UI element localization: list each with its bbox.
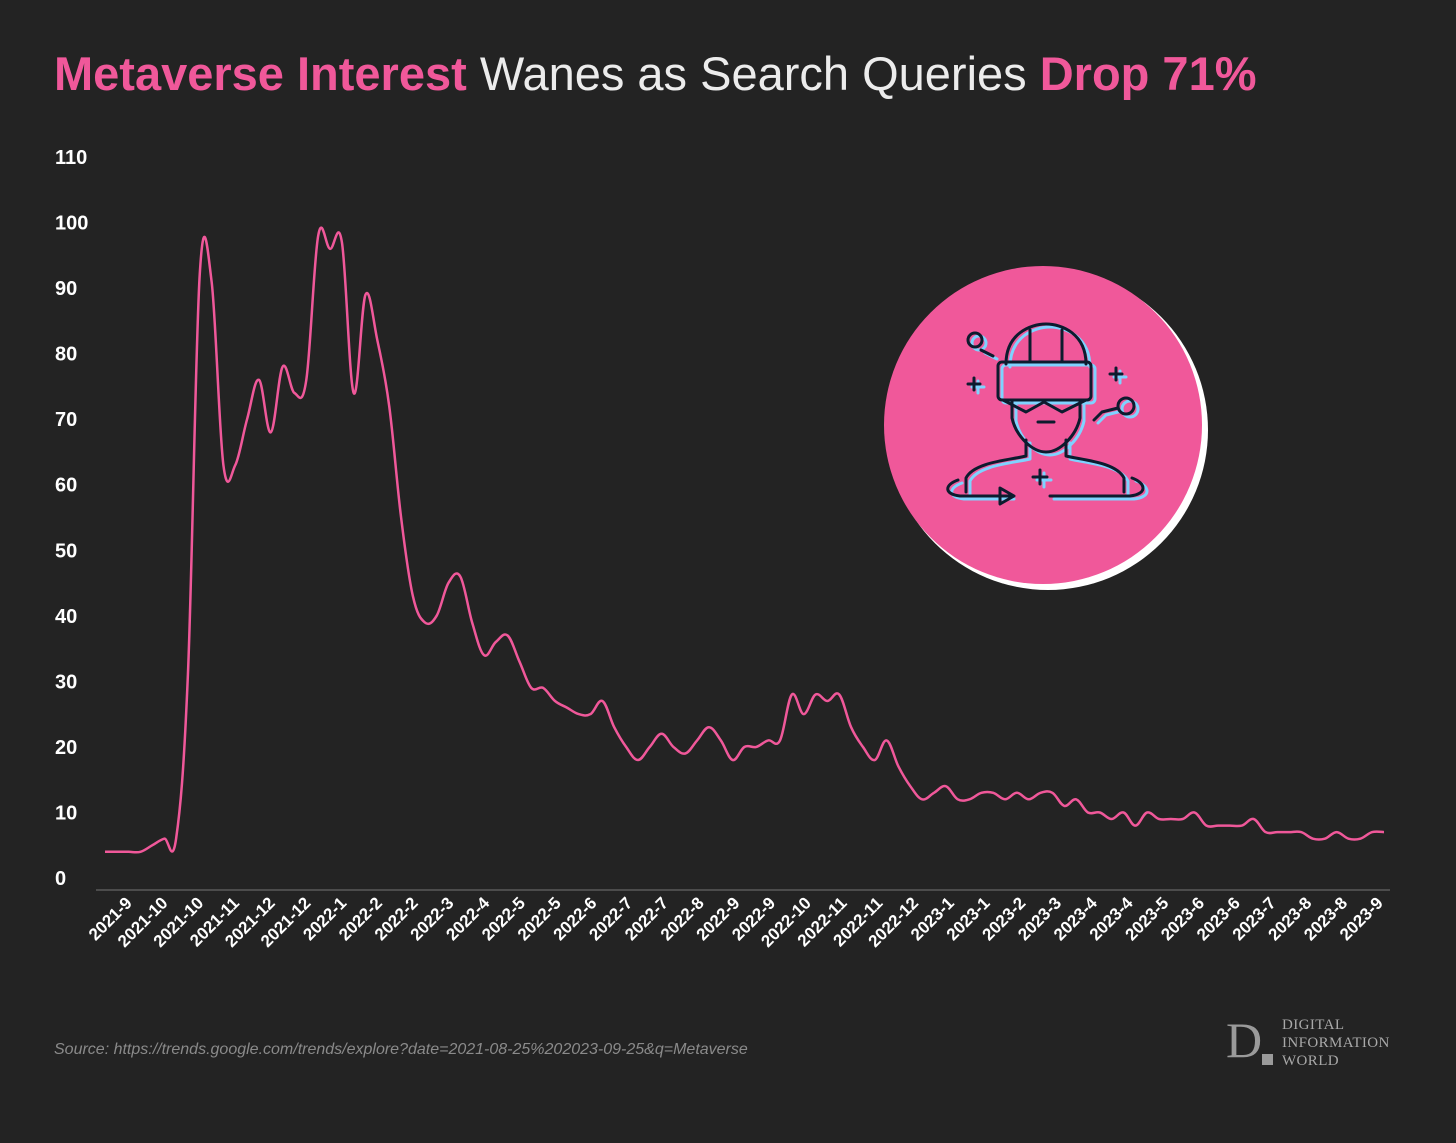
logo-line-1: DIGITAL xyxy=(1282,1017,1345,1033)
vr-headset-person-icon xyxy=(884,266,1208,590)
chart-title: Metaverse Interest Wanes as Search Queri… xyxy=(54,46,1257,102)
logo-line-3: WORLD xyxy=(1282,1053,1339,1069)
y-tick-label: 0 xyxy=(55,868,66,890)
title-highlight-drop: Drop 71% xyxy=(1039,47,1257,100)
interest-series-line xyxy=(104,226,1385,854)
title-highlight-topic: Metaverse Interest xyxy=(54,47,467,100)
title-middle: Wanes as Search Queries xyxy=(466,47,1040,100)
y-tick-label: 60 xyxy=(55,475,77,497)
y-tick-label: 10 xyxy=(55,802,77,824)
y-tick-label: 40 xyxy=(55,606,77,628)
y-axis: 0 10 20 30 40 50 60 70 80 90 100 110 xyxy=(55,147,88,890)
y-tick-label: 90 xyxy=(55,278,77,300)
y-tick-label: 100 xyxy=(55,213,88,235)
y-tick-label: 110 xyxy=(55,147,87,169)
logo-line-2: INFORMATION xyxy=(1282,1035,1390,1051)
logo-letter: D xyxy=(1226,1012,1263,1068)
source-note: Source: https://trends.google.com/trends… xyxy=(54,1041,748,1058)
logo-wordmark: DIGITAL INFORMATION WORLD xyxy=(1282,1016,1390,1070)
y-tick-label: 20 xyxy=(55,737,77,759)
y-tick-label: 70 xyxy=(55,409,77,431)
y-tick-label: 80 xyxy=(55,344,77,366)
x-axis: 2021-92021-102021-102021-112021-122021-1… xyxy=(85,893,1387,951)
y-tick-label: 30 xyxy=(55,671,77,693)
y-tick-label: 50 xyxy=(55,540,77,562)
digital-information-world-logo: D DIGITAL INFORMATION WORLD xyxy=(1226,1014,1406,1074)
logo-square-icon xyxy=(1262,1054,1273,1065)
